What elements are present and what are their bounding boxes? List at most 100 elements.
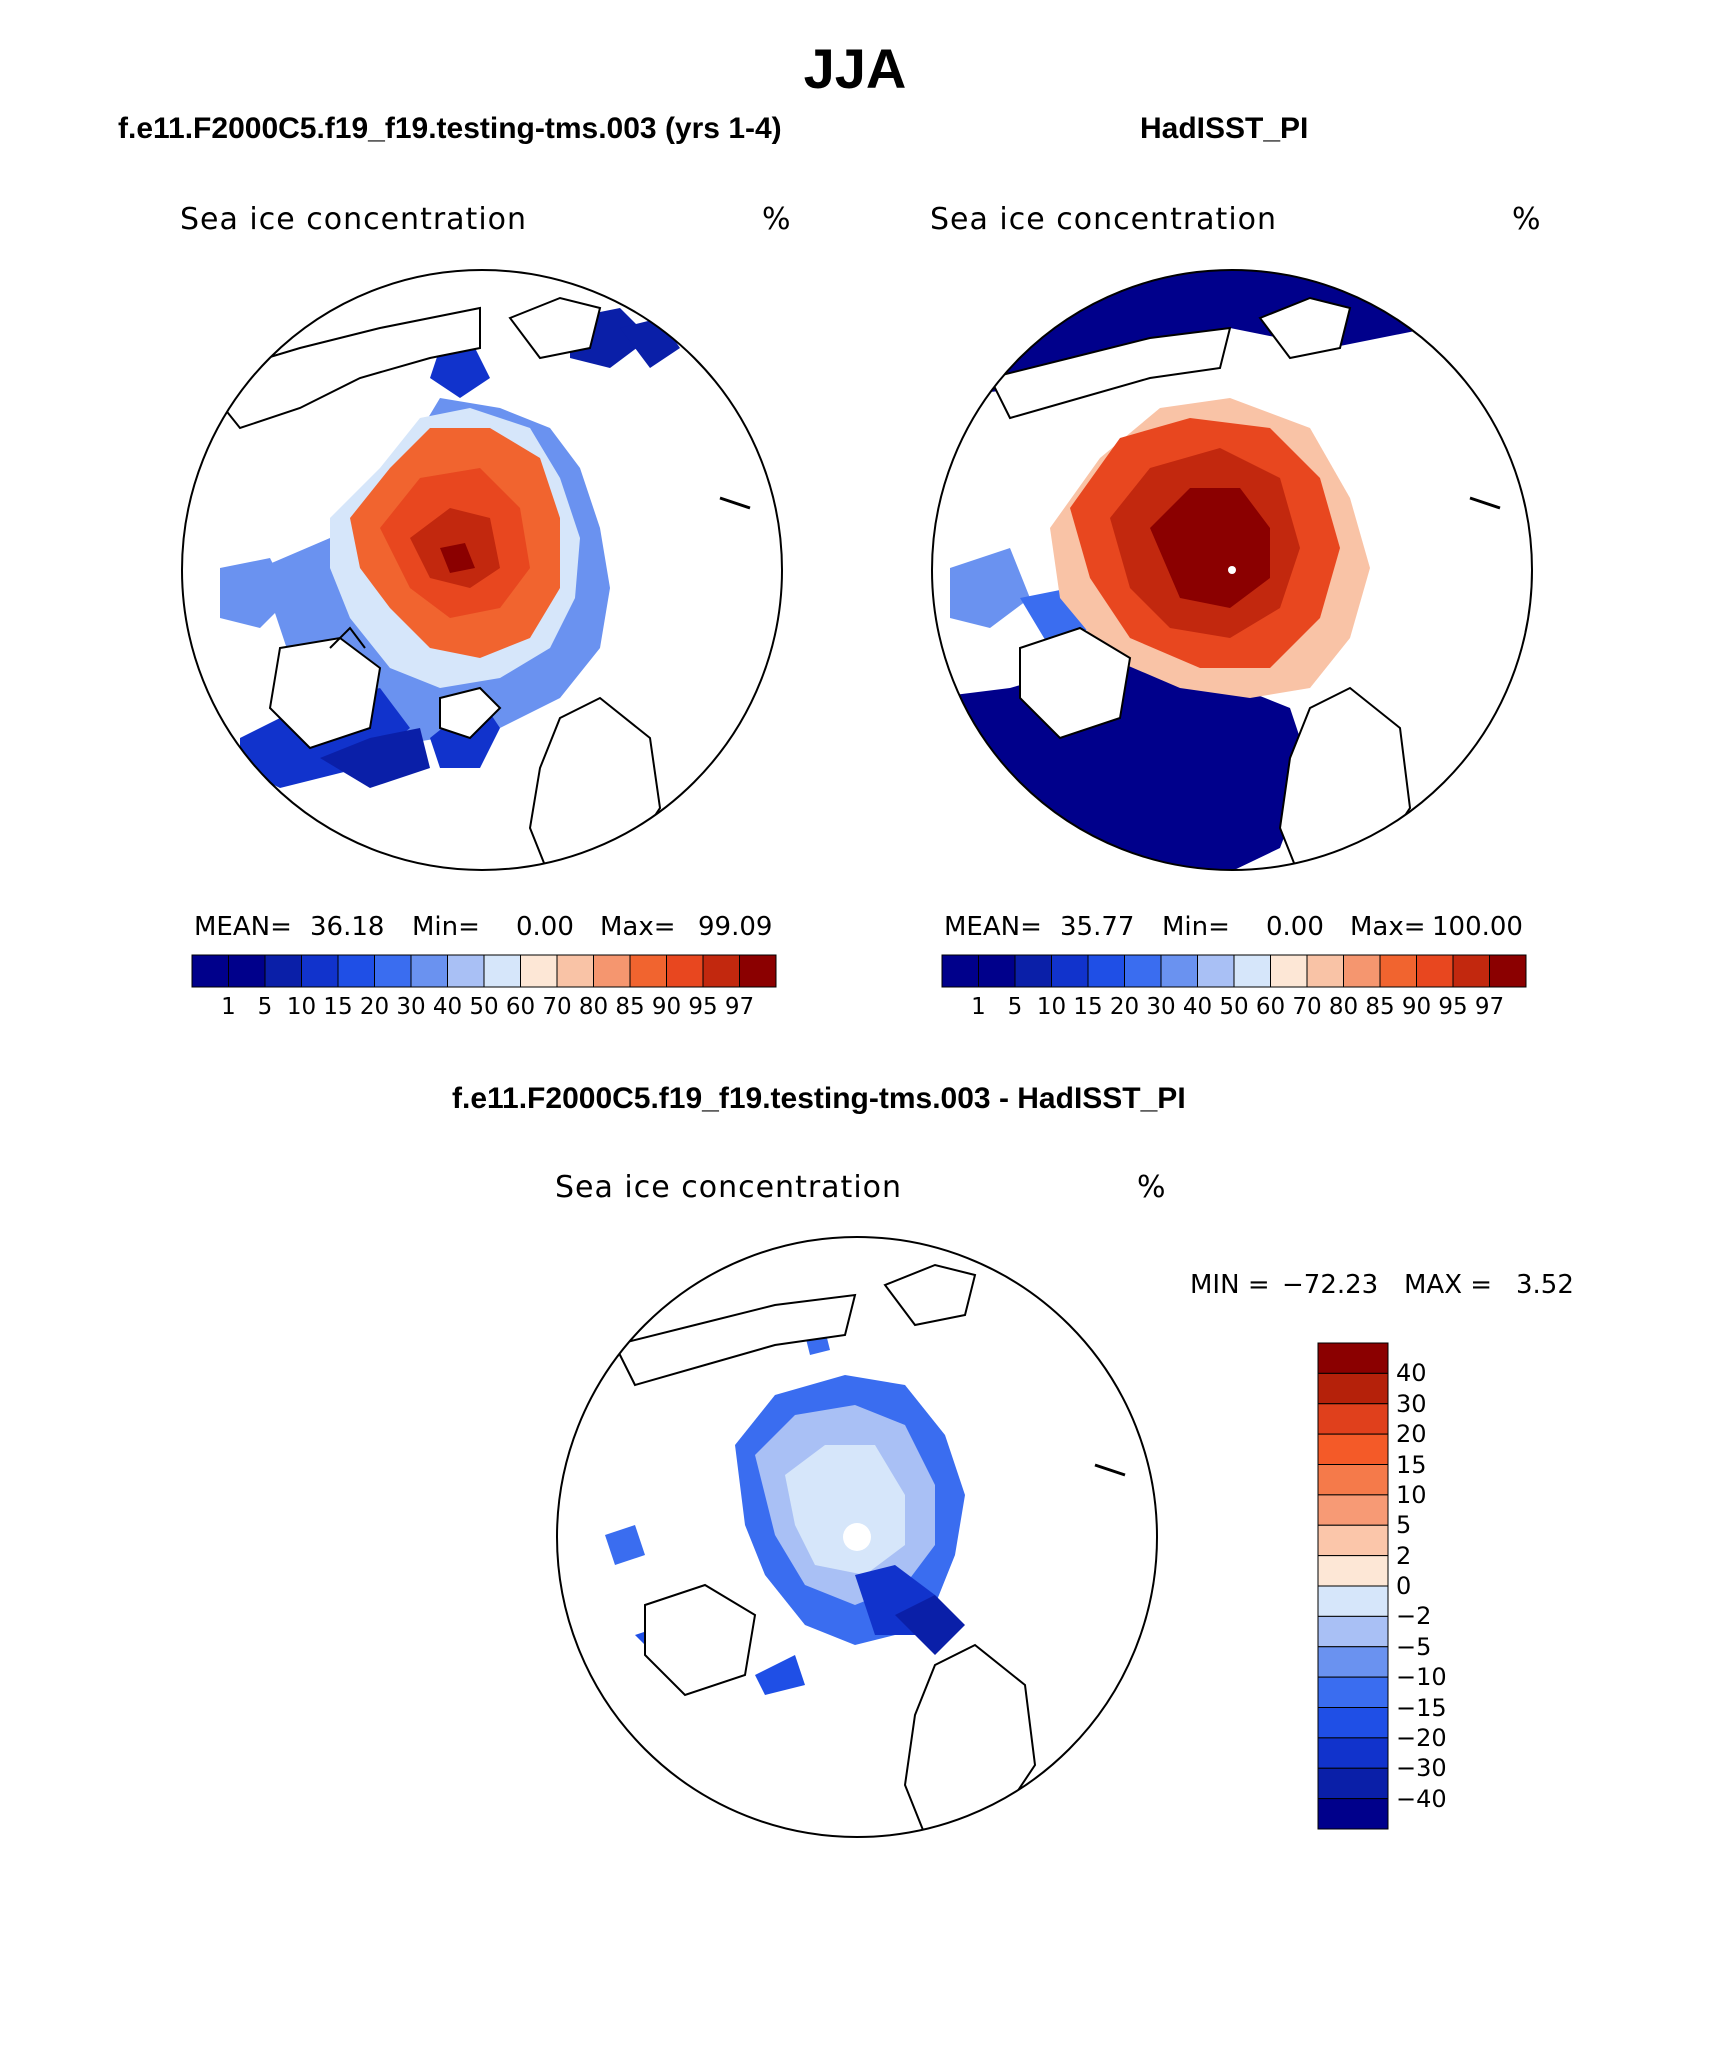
panel-diff-colorbar-tick-label: −10 bbox=[1396, 1663, 1447, 1692]
panel-model-colorbar bbox=[191, 954, 777, 988]
panel-model-colorbar-tick-label: 40 bbox=[432, 994, 463, 1020]
panel-diff-min-label: MIN = bbox=[1190, 1270, 1270, 1300]
panel-obs-colorbar-box bbox=[1160, 954, 1198, 988]
panel-obs-colorbar-tick-label: 80 bbox=[1328, 994, 1359, 1020]
panel-obs-colorbar-box bbox=[978, 954, 1016, 988]
panel-diff-colorbar-box bbox=[1317, 1555, 1389, 1587]
panel-model-variable: Sea ice concentration bbox=[180, 202, 528, 237]
panel-diff-colorbar-box bbox=[1317, 1342, 1389, 1374]
panel-model-colorbar-tick-label: 15 bbox=[323, 994, 353, 1020]
panel-model-colorbar-box bbox=[301, 954, 339, 988]
panel-diff-colorbar-box bbox=[1317, 1372, 1389, 1405]
panel-model-colorbar-tick-label: 70 bbox=[542, 994, 572, 1020]
panel-diff-colorbar-tick-label: 5 bbox=[1396, 1511, 1412, 1540]
panel-obs-mean: 35.77 bbox=[1060, 912, 1135, 942]
panel-diff-max-label: MAX = bbox=[1404, 1270, 1493, 1300]
panel-model-colorbar-box bbox=[556, 954, 594, 988]
panel-model-colorbar-tick-label: 30 bbox=[396, 994, 426, 1020]
panel-model-colorbar-box bbox=[374, 954, 412, 988]
panel-diff-colorbar-box bbox=[1317, 1737, 1389, 1769]
panel-obs-title: HadISST_PI bbox=[1140, 112, 1309, 145]
panel-diff-colorbar-tick-label: 15 bbox=[1396, 1450, 1427, 1479]
panel-model-colorbar-box bbox=[410, 954, 448, 988]
panel-model-colorbar-box bbox=[666, 954, 704, 988]
panel-model-title: f.e11.F2000C5.f19_f19.testing-tms.003 (y… bbox=[118, 112, 782, 145]
panel-obs-colorbar-box bbox=[1379, 954, 1417, 988]
panel-diff-colorbar-box bbox=[1317, 1676, 1389, 1708]
panel-obs-colorbar-box bbox=[1124, 954, 1162, 988]
panel-obs-colorbar-tick-label: 85 bbox=[1365, 994, 1395, 1020]
panel-model-colorbar-box bbox=[447, 954, 485, 988]
panel-model-units: % bbox=[762, 202, 792, 237]
panel-model-colorbar-box bbox=[337, 954, 375, 988]
panel-obs-max-label: Max= bbox=[1350, 912, 1426, 942]
panel-diff-colorbar-tick-label: −20 bbox=[1396, 1723, 1447, 1752]
ice-field-diff bbox=[605, 1263, 1126, 1837]
panel-diff-colorbar-ticks: 40 30 20 15 10 5 2 0 −2 −5 −10 −15 −20 −30 −40 bbox=[1396, 1343, 1476, 1829]
panel-diff-colorbar-box bbox=[1317, 1464, 1389, 1496]
panel-model-colorbar-box bbox=[483, 954, 521, 988]
panel-diff-title: f.e11.F2000C5.f19_f19.testing-tms.003 - … bbox=[452, 1082, 1186, 1115]
panel-diff-colorbar-tick-label: −2 bbox=[1396, 1602, 1432, 1631]
panel-obs-colorbar-tick-label: 5 bbox=[1007, 994, 1023, 1020]
panel-diff-map bbox=[556, 1236, 1158, 1838]
panel-obs-colorbar-box bbox=[1416, 954, 1454, 988]
panel-diff-colorbar-box bbox=[1317, 1403, 1389, 1435]
panel-model-map bbox=[181, 269, 783, 871]
panel-diff-colorbar-box bbox=[1317, 1798, 1389, 1830]
panel-diff-colorbar-box bbox=[1317, 1585, 1389, 1617]
panel-obs-colorbar-tick-label: 15 bbox=[1073, 994, 1103, 1020]
panel-diff-min: −72.23 bbox=[1282, 1270, 1379, 1300]
panel-obs-colorbar-box bbox=[1343, 954, 1381, 988]
panel-obs-colorbar-tick-label: 60 bbox=[1255, 994, 1286, 1020]
panel-diff-colorbar bbox=[1317, 1342, 1389, 1830]
panel-diff-colorbar-tick-label: −15 bbox=[1396, 1693, 1447, 1722]
panel-diff-colorbar-box bbox=[1317, 1433, 1389, 1465]
panel-model-colorbar-tick-label: 5 bbox=[257, 994, 273, 1020]
panel-obs-colorbar-tick-label: 30 bbox=[1146, 994, 1176, 1020]
panel-diff-colorbar-tick-label: 30 bbox=[1396, 1389, 1427, 1418]
panel-model-colorbar-box bbox=[629, 954, 667, 988]
panel-model-colorbar-tick-label: 1 bbox=[221, 994, 236, 1020]
panel-obs-colorbar-tick-label: 1 bbox=[971, 994, 986, 1020]
panel-obs-colorbar-tick-label: 97 bbox=[1474, 994, 1505, 1020]
panel-diff-colorbar-box bbox=[1317, 1707, 1389, 1739]
panel-obs-colorbar-box bbox=[1270, 954, 1308, 988]
ice-field-model bbox=[198, 296, 751, 870]
panel-diff-max: 3.52 bbox=[1516, 1270, 1574, 1300]
panel-obs-units: % bbox=[1512, 202, 1542, 237]
panel-obs-max: 100.00 bbox=[1432, 912, 1523, 942]
panel-obs-colorbar-box bbox=[1452, 954, 1490, 988]
panel-model-colorbar-tick-label: 80 bbox=[578, 994, 609, 1020]
panel-diff-colorbar-box bbox=[1317, 1615, 1389, 1648]
panel-obs-mean-label: MEAN= bbox=[944, 912, 1042, 942]
panel-obs-colorbar-box bbox=[1306, 954, 1344, 988]
panel-diff-colorbar-box bbox=[1317, 1494, 1389, 1526]
panel-model-mean: 36.18 bbox=[310, 912, 385, 942]
panel-diff-units: % bbox=[1137, 1170, 1167, 1205]
panel-obs-colorbar-tick-label: 10 bbox=[1036, 994, 1067, 1020]
panel-model-max-label: Max= bbox=[600, 912, 676, 942]
panel-diff-colorbar-tick-label: 10 bbox=[1396, 1480, 1427, 1509]
panel-model-colorbar-tick-label: 20 bbox=[359, 994, 390, 1020]
panel-model-max: 99.09 bbox=[698, 912, 773, 942]
panel-model-colorbar-tick-label: 50 bbox=[469, 994, 499, 1020]
panel-diff-colorbar-tick-label: 0 bbox=[1396, 1572, 1412, 1600]
panel-obs-colorbar-box bbox=[941, 954, 979, 988]
panel-diff-colorbar-tick-label: 2 bbox=[1396, 1541, 1412, 1570]
panel-model-colorbar-box bbox=[191, 954, 229, 988]
panel-model-mean-label: MEAN= bbox=[194, 912, 292, 942]
panel-model-colorbar-box bbox=[593, 954, 631, 988]
panel-obs-colorbar-box bbox=[1489, 954, 1527, 988]
panel-obs-colorbar-box bbox=[1233, 954, 1271, 988]
panel-model-colorbar-tick-label: 10 bbox=[286, 994, 317, 1020]
panel-diff-colorbar-tick-label: −30 bbox=[1396, 1754, 1447, 1783]
panel-obs-colorbar bbox=[941, 954, 1527, 988]
panel-model-colorbar-tick-label: 95 bbox=[688, 994, 718, 1020]
panel-obs-map bbox=[931, 269, 1533, 871]
panel-obs-colorbar-box bbox=[1051, 954, 1089, 988]
panel-model-colorbar-box bbox=[520, 954, 558, 988]
panel-diff-colorbar-tick-label: −5 bbox=[1396, 1632, 1432, 1661]
panel-obs-colorbar-box bbox=[1087, 954, 1125, 988]
panel-model-min: 0.00 bbox=[516, 912, 574, 942]
